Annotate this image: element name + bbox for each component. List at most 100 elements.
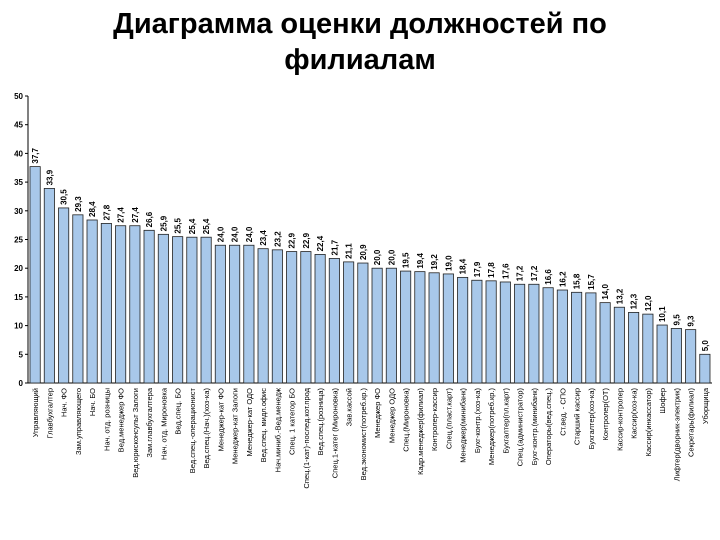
bar xyxy=(314,254,326,384)
bar xyxy=(485,280,497,384)
bar xyxy=(286,251,298,384)
x-tick-label: Нач.миниб.-Вед.менедж xyxy=(273,388,282,472)
bar xyxy=(400,270,412,384)
bar xyxy=(471,279,483,384)
bar xyxy=(229,244,241,384)
bar xyxy=(571,291,583,384)
x-tick-label: Менеджер-кат ФО xyxy=(216,388,225,452)
x-tick-label: Нач. БО xyxy=(88,388,97,416)
value-label: 20,9 xyxy=(359,244,368,260)
y-tick-label: 50 xyxy=(14,92,23,101)
bar xyxy=(143,229,155,384)
x-tick-label: Менеджер ОДО xyxy=(387,388,396,443)
value-label: 19,4 xyxy=(416,253,425,269)
x-tick-label: Бухг-контр.(хоз-ка) xyxy=(473,388,482,454)
bar xyxy=(599,302,611,384)
bar xyxy=(414,271,426,384)
x-tick-label: Лифтер(дворник-электрик) xyxy=(672,387,681,481)
bar xyxy=(200,236,212,384)
bar xyxy=(43,188,55,384)
value-label: 19,2 xyxy=(430,254,439,270)
x-tick-label: Спец.(Мироновка) xyxy=(402,387,411,451)
bar xyxy=(685,329,697,384)
value-label: 16,6 xyxy=(544,269,553,285)
value-label: 22,4 xyxy=(316,235,325,251)
x-tick-label: Вед.спец.-операционист xyxy=(188,387,197,473)
bar xyxy=(642,313,654,384)
bar xyxy=(129,225,141,384)
value-label: 23,2 xyxy=(273,231,282,247)
x-tick-label: Нач. отд. Мироновка xyxy=(159,387,168,460)
x-tick-label: Вед.спец.(Нач.)(хоз-ка) xyxy=(202,388,211,469)
value-label: 27,4 xyxy=(117,207,126,223)
value-label: 21,1 xyxy=(345,243,354,259)
value-label: 17,8 xyxy=(487,262,496,278)
chart-title: Диаграмма оценки должностей по филиалам xyxy=(113,8,607,76)
bar xyxy=(556,289,568,384)
x-tick-label: Контролер(ОТ) xyxy=(601,388,610,441)
bar xyxy=(214,244,226,384)
x-tick-label: Управляющий xyxy=(31,388,40,437)
value-label: 37,7 xyxy=(31,147,40,163)
x-tick-label: Менеджер-кат ОДО xyxy=(245,388,254,457)
x-tick-label: Спец.(пласт.карт) xyxy=(444,388,453,450)
value-label: 25,4 xyxy=(188,218,197,234)
x-tick-label: Уборщица xyxy=(701,387,710,424)
bar xyxy=(58,207,70,384)
x-tick-label: Спец.1-катег (Мироновка) xyxy=(330,388,339,479)
x-tick-label: Спец.(1-кат)-послед.кот.прод xyxy=(302,387,311,488)
value-label: 17,2 xyxy=(530,265,539,281)
x-tick-label: Кассир-контролер xyxy=(615,388,624,451)
bar xyxy=(528,283,540,384)
bar xyxy=(670,328,682,384)
value-label: 13,2 xyxy=(615,288,624,304)
x-tick-label: Менеджер(потреб.кр.) xyxy=(487,388,496,466)
x-tick-label: Кадр.менеджер(филиал) xyxy=(416,388,425,475)
value-label: 10,1 xyxy=(658,306,667,322)
bar xyxy=(300,251,312,384)
value-label: 28,4 xyxy=(88,201,97,217)
y-tick-label: 5 xyxy=(19,350,24,359)
x-tick-label: Вед.экономист(потреб.кр.) xyxy=(359,388,368,481)
x-tick-label: Старший кассир xyxy=(573,388,582,445)
value-label: 16,2 xyxy=(558,271,567,287)
x-tick-label: Вед.юрисконсульт Залоги xyxy=(131,388,140,478)
bar xyxy=(585,292,597,384)
bar xyxy=(628,311,640,384)
value-label: 15,8 xyxy=(573,273,582,289)
value-label: 22,9 xyxy=(302,232,311,248)
bar xyxy=(243,244,255,384)
value-label: 29,3 xyxy=(74,196,83,212)
x-tick-label: Секретарь(филиал) xyxy=(687,387,696,457)
bar xyxy=(100,223,112,384)
bar xyxy=(613,306,625,384)
value-label: 30,5 xyxy=(60,189,69,205)
y-tick-label: 45 xyxy=(14,121,23,130)
bar xyxy=(157,233,169,384)
y-tick-label: 20 xyxy=(14,264,23,273)
value-label: 23,4 xyxy=(259,230,268,246)
x-tick-label: Спец. 1 категор БО xyxy=(288,388,297,455)
value-label: 14,0 xyxy=(601,284,610,300)
bar xyxy=(29,166,41,384)
bar xyxy=(72,214,84,384)
value-label: 20,0 xyxy=(387,249,396,265)
bar xyxy=(257,248,269,384)
bar xyxy=(357,262,369,384)
x-tick-label: Контролер-кассир xyxy=(430,388,439,451)
y-tick-label: 15 xyxy=(14,293,23,302)
value-label: 24,0 xyxy=(245,226,254,242)
value-label: 25,4 xyxy=(202,218,211,234)
y-tick-label: 35 xyxy=(14,178,23,187)
value-label: 17,2 xyxy=(516,265,525,281)
bar xyxy=(699,353,711,384)
bar xyxy=(442,273,454,384)
y-tick-label: 0 xyxy=(19,379,24,388)
bar xyxy=(328,258,340,384)
x-tick-label: Операторы(вед.спец.) xyxy=(544,388,553,466)
bar xyxy=(499,281,511,384)
x-tick-label: Зав.кассой xyxy=(345,388,354,426)
x-tick-label: Вед.спец. БО xyxy=(174,388,183,435)
value-label: 19,0 xyxy=(444,255,453,271)
